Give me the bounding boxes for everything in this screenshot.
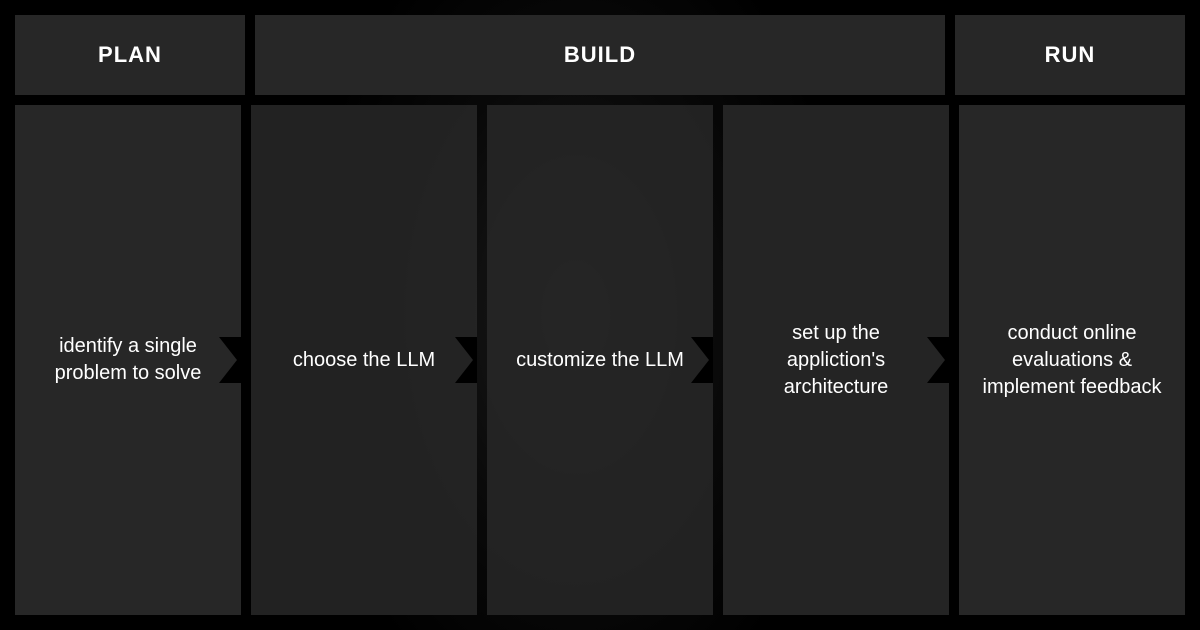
step-text: identify a single problem to solve — [37, 333, 219, 387]
step-text: set up the appliction's architecture — [745, 320, 927, 401]
phase-header-row: PLAN BUILD RUN — [15, 15, 1185, 95]
phase-header: PLAN — [15, 15, 245, 95]
phase-label: RUN — [1045, 42, 1096, 68]
step-box: choose the LLM — [251, 105, 477, 615]
step-text: choose the LLM — [293, 347, 435, 374]
step-text: customize the LLM — [516, 347, 684, 374]
step-text: conduct online evaluations & implement f… — [981, 320, 1163, 401]
step-box: set up the appliction's architecture — [723, 105, 949, 615]
phase-label: PLAN — [98, 42, 162, 68]
steps-row: identify a single problem to solve choos… — [15, 105, 1185, 615]
step-box: customize the LLM — [487, 105, 713, 615]
phase-header: BUILD — [255, 15, 945, 95]
diagram-canvas: PLAN BUILD RUN identify a single problem… — [0, 0, 1200, 630]
step-box: conduct online evaluations & implement f… — [959, 105, 1185, 615]
phase-label: BUILD — [564, 42, 636, 68]
phase-header: RUN — [955, 15, 1185, 95]
step-box: identify a single problem to solve — [15, 105, 241, 615]
